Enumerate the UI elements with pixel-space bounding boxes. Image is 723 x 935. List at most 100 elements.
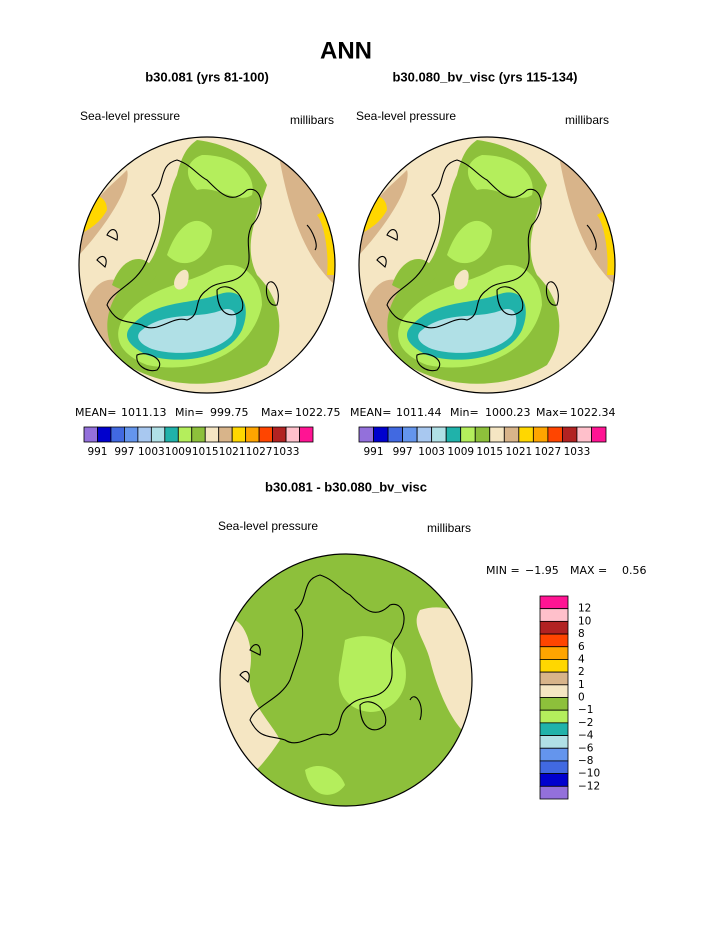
min-label: Min= (175, 406, 204, 419)
diff-max: 0.56 (622, 564, 647, 577)
colorbar-box (489, 426, 505, 443)
colorbar-box (191, 426, 206, 443)
colorbar-label: 997 (114, 446, 134, 458)
colorbar-box (416, 426, 433, 443)
field-label: Sea-level pressure (356, 109, 456, 123)
colorbar-box (539, 646, 569, 660)
figure-title: ANN (320, 37, 372, 64)
panel-subtitle: b30.081 (yrs 81-100) (145, 69, 269, 84)
colorbar-label: 1003 (138, 446, 165, 458)
colorbar-box (137, 426, 152, 443)
colorbar-box (539, 735, 569, 749)
max-value: 1022.75 (295, 406, 341, 419)
colorbar-box (460, 426, 476, 443)
colorbar-box (272, 426, 287, 443)
diff-min-label: MIN = (486, 564, 520, 577)
colorbar-box (539, 620, 569, 635)
colorbar-box (532, 426, 549, 443)
map-border (78, 136, 336, 394)
units-label: millibars (427, 521, 471, 535)
colorbar-label: −6 (578, 742, 594, 754)
max-label: Max= (261, 406, 293, 419)
map (79, 137, 335, 393)
colorbar-box (539, 709, 569, 724)
colorbar-label: −8 (578, 755, 593, 767)
colorbar-box (591, 426, 607, 443)
colorbar-box (124, 426, 139, 443)
colorbar-box (518, 426, 534, 443)
colorbar-label: −10 (578, 768, 600, 780)
map (359, 137, 615, 393)
max-label: Max= (536, 406, 568, 419)
colorbar-box (204, 426, 220, 443)
colorbar-box (387, 426, 403, 443)
colorbar-box (431, 426, 447, 443)
panel-subtitle: b30.080_bv_visc (yrs 115-134) (392, 69, 577, 84)
colorbar-box (177, 426, 193, 443)
colorbar-label: 1015 (192, 446, 219, 458)
colorbar-label: −4 (578, 730, 594, 742)
min-label: Min= (450, 406, 479, 419)
colorbar-label: 1 (578, 679, 585, 691)
colorbar-label: 6 (578, 641, 585, 653)
mean-label: MEAN= (75, 406, 116, 419)
colorbar-label: 0 (578, 692, 585, 704)
colorbar-box (358, 426, 374, 443)
colorbar-label: 1015 (476, 446, 503, 458)
diff-title: b30.081 - b30.080_bv_visc (265, 479, 427, 494)
colorbar-box (258, 426, 273, 443)
colorbar-box (547, 426, 563, 443)
colorbar-box (562, 426, 578, 443)
colorbar-label: 1033 (564, 446, 591, 458)
colorbar-box (503, 426, 520, 443)
colorbar-box (110, 426, 125, 443)
mean-value: 1011.13 (121, 406, 167, 419)
colorbar-label: 4 (578, 653, 585, 665)
colorbar-label: 10 (578, 615, 591, 627)
colorbar-box (539, 760, 569, 775)
colorbar-label: 991 (364, 446, 384, 458)
colorbar-label: 2 (578, 666, 585, 678)
min-value: 999.75 (210, 406, 249, 419)
colorbar-box (164, 426, 179, 443)
map (220, 554, 472, 806)
colorbar-label: −12 (578, 780, 600, 792)
colorbar-box (539, 659, 569, 673)
colorbar-box (245, 426, 260, 443)
colorbar-label: 1009 (447, 446, 474, 458)
min-value: 1000.23 (485, 406, 531, 419)
colorbar-label: 997 (393, 446, 413, 458)
colorbar-label: 991 (87, 446, 107, 458)
colorbar-label: 1027 (535, 446, 562, 458)
colorbar-box (97, 426, 112, 443)
mean-value: 1011.44 (396, 406, 442, 419)
colorbar-box (83, 426, 98, 443)
map-border (358, 136, 616, 394)
colorbar-label: 1009 (165, 446, 192, 458)
max-value: 1022.34 (570, 406, 616, 419)
colorbar-box (539, 773, 569, 787)
colorbar-box (539, 697, 569, 711)
colorbar-label: 1021 (219, 446, 246, 458)
colorbar-box (539, 722, 569, 736)
colorbar-label: 1003 (418, 446, 445, 458)
colorbar-box (299, 426, 314, 443)
units-label: millibars (290, 113, 334, 127)
colorbar-label: 1027 (246, 446, 273, 458)
colorbar-box (539, 595, 569, 610)
field-label: Sea-level pressure (80, 109, 180, 123)
colorbar-box (218, 426, 233, 443)
colorbar-label: −1 (578, 704, 593, 716)
colorbar-box (539, 747, 569, 762)
colorbar-box (539, 633, 569, 648)
colorbar-label: 12 (578, 603, 591, 615)
colorbar-box (402, 426, 418, 443)
colorbar-box (539, 671, 569, 686)
colorbar-box (150, 426, 166, 443)
colorbar-label: 1021 (505, 446, 532, 458)
diff-max-label: MAX = (570, 564, 607, 577)
colorbar-label: 1033 (273, 446, 300, 458)
colorbar-label: 8 (578, 628, 585, 640)
